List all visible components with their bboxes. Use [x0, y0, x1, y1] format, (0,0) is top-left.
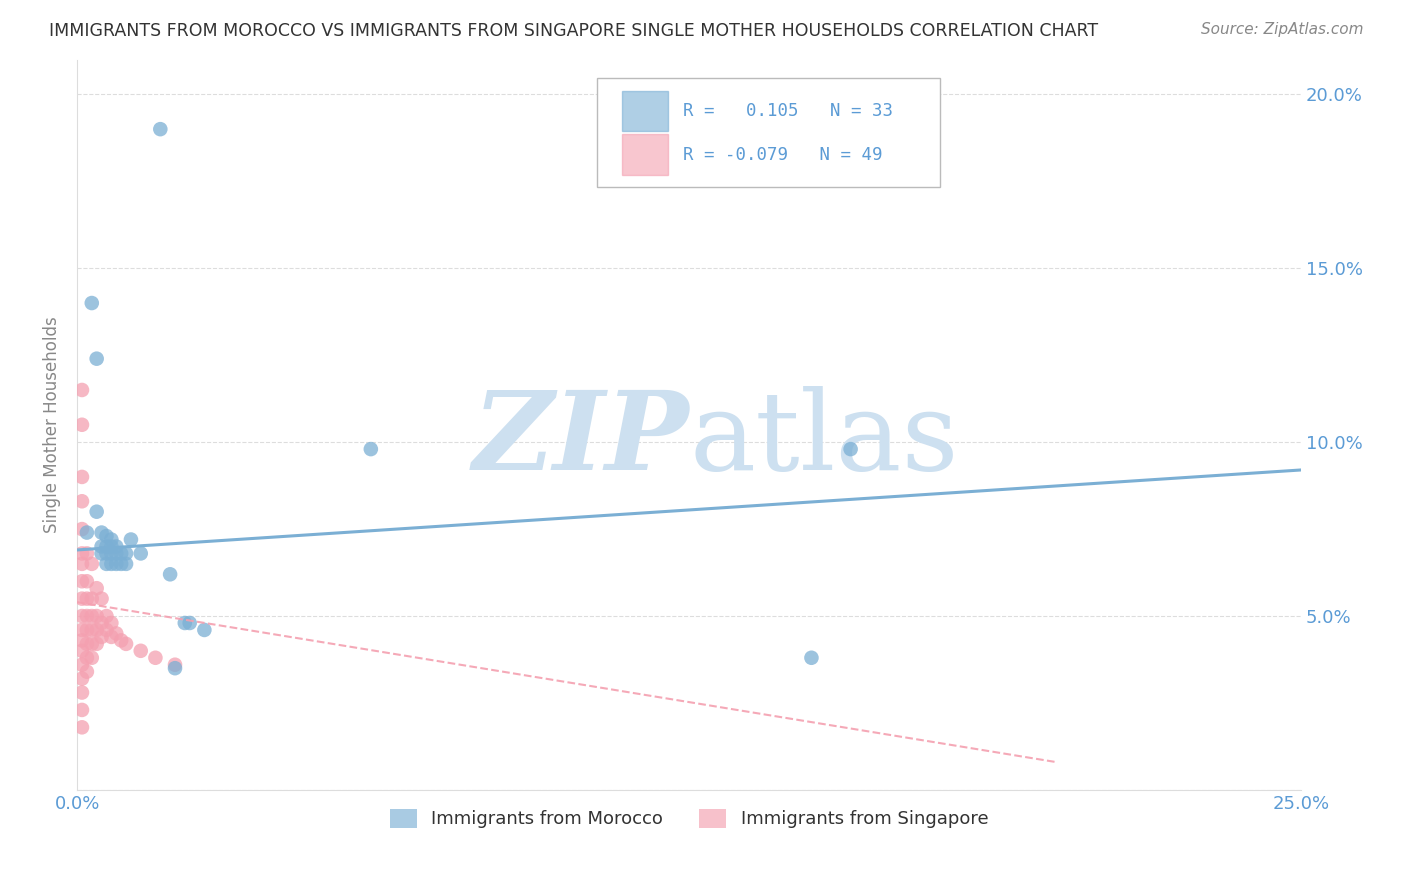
FancyBboxPatch shape [598, 78, 941, 187]
Point [80, 650, 103, 665]
Point [70, 494, 93, 508]
Point [110, 557, 132, 571]
Point [76, 546, 98, 560]
Point [100, 615, 122, 630]
Text: atlas: atlas [689, 386, 959, 493]
Point [105, 626, 128, 640]
Legend: Immigrants from Morocco, Immigrants from Singapore: Immigrants from Morocco, Immigrants from… [382, 802, 995, 836]
Text: IMMIGRANTS FROM MOROCCO VS IMMIGRANTS FROM SINGAPORE SINGLE MOTHER HOUSEHOLDS CO: IMMIGRANTS FROM MOROCCO VS IMMIGRANTS FR… [49, 22, 1098, 40]
Point [80, 296, 103, 310]
Point [90, 546, 112, 560]
Point [86, 505, 108, 519]
Point [70, 417, 93, 432]
Point [115, 637, 138, 651]
Point [90, 615, 112, 630]
Point [96, 529, 118, 543]
Point [70, 574, 93, 589]
Point [76, 591, 98, 606]
Point [76, 609, 98, 624]
Point [115, 557, 138, 571]
Point [129, 546, 152, 560]
Point [90, 525, 112, 540]
Point [80, 609, 103, 624]
Point [145, 650, 167, 665]
Point [163, 657, 186, 672]
Point [360, 442, 382, 456]
Point [100, 540, 122, 554]
Point [110, 633, 132, 648]
Point [800, 650, 823, 665]
Point [80, 591, 103, 606]
Point [80, 623, 103, 637]
Point [70, 720, 93, 734]
Point [129, 644, 152, 658]
Point [96, 557, 118, 571]
Point [105, 557, 128, 571]
Point [96, 609, 118, 624]
Point [70, 522, 93, 536]
Point [76, 637, 98, 651]
Point [193, 623, 215, 637]
Point [96, 623, 118, 637]
Point [96, 540, 118, 554]
Point [86, 623, 108, 637]
Point [100, 557, 122, 571]
Point [70, 633, 93, 648]
Point [86, 637, 108, 651]
Point [80, 557, 103, 571]
Point [80, 637, 103, 651]
Point [86, 351, 108, 366]
Bar [621, 91, 668, 131]
Y-axis label: Single Mother Households: Single Mother Households [44, 317, 60, 533]
Point [70, 685, 93, 699]
Point [173, 615, 195, 630]
Point [90, 591, 112, 606]
Point [70, 644, 93, 658]
Point [159, 567, 181, 582]
Point [76, 650, 98, 665]
Point [70, 470, 93, 484]
Point [110, 546, 132, 560]
Point [96, 546, 118, 560]
Bar [621, 135, 668, 175]
Point [105, 540, 128, 554]
Point [163, 661, 186, 675]
Point [120, 533, 142, 547]
Point [70, 557, 93, 571]
Point [179, 615, 201, 630]
Point [100, 546, 122, 560]
Point [70, 623, 93, 637]
Point [70, 609, 93, 624]
Point [149, 122, 172, 136]
Point [105, 546, 128, 560]
Point [90, 540, 112, 554]
Point [70, 546, 93, 560]
Point [100, 630, 122, 644]
Point [70, 672, 93, 686]
Point [76, 574, 98, 589]
Point [839, 442, 862, 456]
Point [90, 630, 112, 644]
Point [86, 581, 108, 595]
Point [76, 623, 98, 637]
Text: ZIP: ZIP [472, 385, 689, 493]
Text: Source: ZipAtlas.com: Source: ZipAtlas.com [1201, 22, 1364, 37]
Point [115, 546, 138, 560]
Point [70, 383, 93, 397]
Text: R = -0.079   N = 49: R = -0.079 N = 49 [683, 145, 883, 163]
Point [86, 609, 108, 624]
Point [76, 525, 98, 540]
Point [70, 703, 93, 717]
Point [100, 533, 122, 547]
Point [70, 591, 93, 606]
Point [70, 657, 93, 672]
Point [76, 665, 98, 679]
Text: R =   0.105   N = 33: R = 0.105 N = 33 [683, 102, 893, 120]
